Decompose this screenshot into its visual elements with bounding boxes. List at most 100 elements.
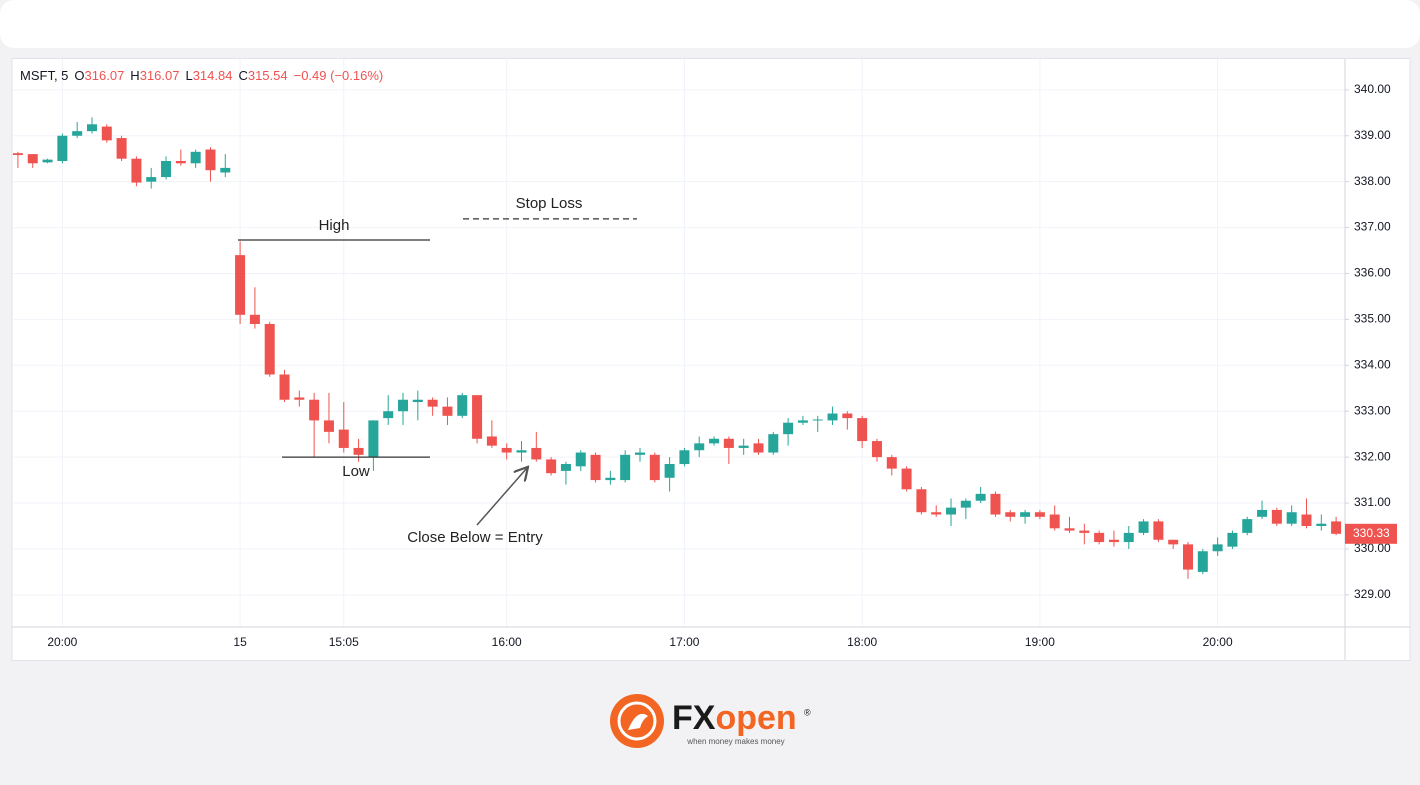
candle-body [175,161,186,164]
candle-body [323,420,334,432]
x-tick-label: 19:00 [1025,635,1055,649]
candle-body [1064,528,1075,531]
field-value: 314.84 [193,68,233,83]
candle-body [101,126,112,141]
candle-body [1049,514,1060,529]
change: −0.49 (−0.16%) [294,68,384,83]
candle-body [753,443,764,453]
candle-body [886,457,897,469]
y-tick-label: 335.00 [1354,312,1391,326]
brand-tagline: when money makes money [686,737,784,746]
brand-fx: FX [672,699,716,737]
candle-body [1153,521,1164,540]
x-tick-label: 17:00 [669,635,699,649]
candle-body [1108,539,1119,543]
candle-body [86,124,97,132]
candle-body [531,447,542,460]
candle-body [1094,532,1105,543]
candle-body [857,418,868,442]
candle-body [486,436,497,446]
candle-body [901,468,912,490]
candle-body [1020,512,1031,517]
candle-body [57,135,68,162]
candle-body [590,454,601,481]
annotation: Low [342,463,370,480]
candle-body [427,399,438,407]
candle-body [1034,512,1045,517]
y-tick-label: 330.00 [1354,541,1391,555]
candle-body [398,399,409,412]
candle-body [1168,539,1179,545]
candle-body [442,406,453,416]
candle-body [501,447,512,453]
y-tick-label: 340.00 [1354,82,1391,96]
candle-body [990,493,1001,515]
y-tick-label: 334.00 [1354,357,1391,371]
candle-body [116,138,127,159]
last-price-box [1345,523,1397,544]
candle-body [220,167,231,173]
candle-body [190,151,201,164]
candle-body [338,429,349,448]
candle-body [1331,521,1342,534]
candle-body [709,438,720,444]
candle-body [1316,523,1327,526]
x-tick-label: 15:05 [329,635,359,649]
candle-body [412,399,423,403]
candle-body [560,464,571,471]
candle-body [768,434,779,453]
candle-body [12,153,23,156]
symbol: MSFT, 5 [20,68,68,83]
brand-open: open [715,699,796,737]
field-value: 316.07 [140,68,180,83]
y-tick-label: 337.00 [1354,220,1391,234]
brand-icon-ring [617,701,657,741]
symbol-legend: MSFT, 5 O316.07 H316.07 L314.84 C315.54 −0.49… [20,68,383,83]
candle-body [368,420,379,458]
x-tick-label: 20:00 [1203,635,1233,649]
candle-body [605,477,616,481]
x-tick-label: 15 [233,635,247,649]
candle-body [649,454,660,481]
brand: FXopen ® when money makes money [610,694,811,748]
candle-body [871,441,882,458]
candle-body [353,447,364,455]
candle-body [1286,512,1297,524]
candle-body [249,314,260,324]
candle-body [457,395,468,416]
candle-body [279,374,290,400]
y-tick-label: 336.00 [1354,266,1391,280]
y-tick-label: 333.00 [1354,403,1391,417]
candle-body [1227,532,1238,547]
candle-body [1212,544,1223,552]
candle-body [235,255,246,315]
candle-body [516,450,527,453]
x-tick-label: 20:00 [47,635,77,649]
candle-body [1257,509,1268,517]
candle-body [634,452,645,455]
candle-body [723,438,734,448]
candle-body [620,454,631,481]
candle-body [205,149,216,171]
y-tick-label: 332.00 [1354,449,1391,463]
brand-mark: ® [804,707,811,717]
candle-body [797,420,808,423]
candle-body [812,419,823,421]
candle-body [827,413,838,421]
x-tick-label: 16:00 [492,635,522,649]
candle-body [946,507,957,515]
candle-body [546,459,557,474]
candle-body [1242,519,1253,533]
candle-body [842,413,853,419]
candle-body [664,464,675,478]
field-value: 315.54 [248,68,288,83]
candle-body [72,131,83,136]
candle-body [146,177,157,182]
candle-body [27,154,38,164]
field-label: L [185,68,192,83]
candle-body [975,493,986,501]
candle-body [575,452,586,467]
candle-body [131,158,142,183]
annotation: Stop Loss [516,195,583,212]
